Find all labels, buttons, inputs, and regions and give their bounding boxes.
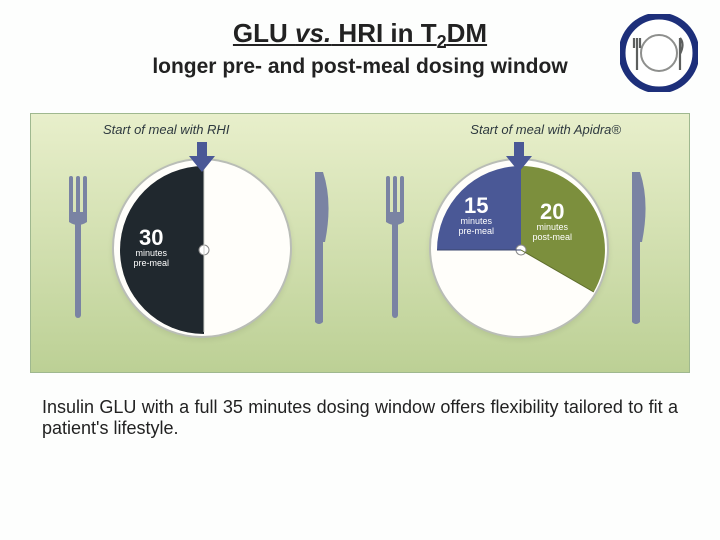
header: GLU vs. HRI in T2DM longer pre- and post… [0, 0, 720, 79]
slice-label-apidra-post: 20 minutes post-meal [533, 200, 573, 242]
fork-icon [63, 168, 93, 328]
plates-row: 30 minutes pre-meal [43, 143, 677, 353]
title-end: DM [447, 18, 487, 48]
panel-label-right: Start of meal with Apidra® [470, 122, 621, 137]
knife-icon [628, 168, 654, 328]
knife-icon [311, 168, 337, 328]
slice-label-apidra-pre: 15 minutes pre-meal [459, 194, 495, 236]
slice-big: 15 [459, 194, 495, 217]
title-mid: HRI in T [331, 18, 436, 48]
meal-icon [620, 14, 698, 92]
slice-l2: post-meal [533, 233, 573, 242]
title-prefix: GLU [233, 18, 295, 48]
slice-l2: pre-meal [134, 259, 170, 268]
page-title: GLU vs. HRI in T2DM [0, 18, 720, 53]
slice-big: 30 [134, 226, 170, 249]
plate-apidra: 15 minutes pre-meal 20 minutes post-meal [374, 143, 664, 353]
plate-rhi: 30 minutes pre-meal [57, 143, 347, 353]
page-subtitle: longer pre- and post-meal dosing window [0, 55, 720, 79]
panel-label-left: Start of meal with RHI [103, 122, 229, 137]
caption: Insulin GLU with a full 35 minutes dosin… [42, 397, 678, 439]
diagram-panel: Start of meal with RHI Start of meal wit… [30, 113, 690, 373]
slice-l2: pre-meal [459, 227, 495, 236]
arrow-down-icon [506, 142, 532, 172]
slice-label-rhi: 30 minutes pre-meal [134, 226, 170, 268]
panel-labels: Start of meal with RHI Start of meal wit… [43, 122, 677, 137]
arrow-down-icon [189, 142, 215, 172]
title-sub: 2 [437, 32, 447, 52]
fork-icon [380, 168, 410, 328]
pie-apidra [431, 160, 611, 340]
title-vs: vs. [295, 18, 331, 48]
plate-circle-rhi: 30 minutes pre-meal [112, 158, 292, 338]
plate-circle-apidra: 15 minutes pre-meal 20 minutes post-meal [429, 158, 609, 338]
slice-big: 20 [533, 200, 573, 223]
